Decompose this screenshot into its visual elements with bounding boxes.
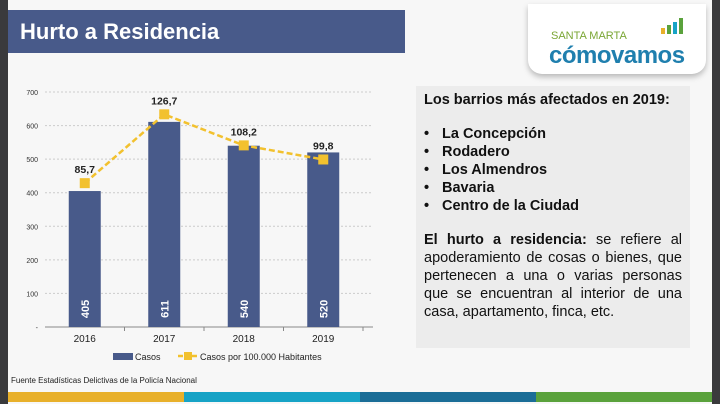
y-tick-label: 400	[26, 191, 38, 198]
line-point	[79, 178, 90, 189]
legend-label: Casos	[135, 352, 161, 362]
definition-text: se refiere al apoderamiento de cosas o b…	[424, 232, 682, 320]
line-value-label: 85,7	[75, 164, 96, 176]
definition: El hurto a residencia: se refiere al apo…	[424, 231, 682, 321]
source-note: Fuente Estadísticas Delictivas de la Pol…	[11, 376, 197, 385]
logo: SANTA MARTA cómovamos	[528, 4, 706, 74]
line-point	[318, 154, 329, 165]
line-value-label: 99,8	[313, 140, 334, 152]
logo-line2: cómovamos	[549, 42, 685, 69]
bars-logo-icon	[661, 18, 683, 34]
legend-line-marker	[184, 352, 192, 360]
page-title: Hurto a Residencia	[8, 10, 405, 53]
bar-value-label: 405	[80, 300, 92, 318]
x-tick-label: 2017	[153, 334, 176, 345]
bar-value-label: 520	[318, 300, 330, 318]
y-tick-label: 200	[26, 258, 38, 265]
y-tick-label: 300	[26, 224, 38, 231]
legend-bar-swatch	[113, 353, 133, 360]
list-item: Los Almendros	[424, 161, 682, 179]
x-tick-label: 2016	[74, 334, 97, 345]
color-strip	[8, 392, 712, 402]
bar	[148, 121, 181, 327]
legend-label: Casos por 100.000 Habitantes	[200, 352, 322, 362]
strip-blue	[360, 392, 536, 402]
barrios-list: La Concepción Rodadero Los Almendros Bav…	[424, 125, 682, 215]
bar-value-label: 611	[159, 300, 171, 318]
y-tick-label: 100	[26, 291, 38, 298]
line-value-label: 126,7	[151, 95, 177, 107]
list-item: Bavaria	[424, 179, 682, 197]
line-point	[159, 109, 170, 120]
bar	[227, 145, 260, 327]
strip-green	[536, 392, 712, 402]
definition-term: El hurto a residencia:	[424, 232, 587, 248]
line-point	[238, 140, 249, 151]
x-tick-label: 2018	[233, 334, 256, 345]
strip-cyan	[184, 392, 360, 402]
info-panel: Los barrios más afectados en 2019: La Co…	[416, 86, 690, 348]
list-item: Rodadero	[424, 143, 682, 161]
bar	[68, 191, 101, 327]
y-tick-label: 500	[26, 157, 38, 164]
x-tick-label: 2019	[312, 334, 335, 345]
barrios-heading: Los barrios más afectados en 2019:	[424, 92, 670, 108]
bar-value-label: 540	[239, 300, 251, 318]
line-series	[83, 112, 324, 185]
slide: Hurto a Residencia SANTA MARTA cómovamos…	[8, 0, 712, 404]
strip-yellow	[8, 392, 184, 402]
logo-line1: SANTA MARTA	[551, 30, 627, 42]
list-item: La Concepción	[424, 125, 682, 143]
y-tick-label: 700	[26, 90, 38, 97]
bar-line-chart: - 100 200 300 400 500 600 700 405 2016 611 2017 540 2…	[26, 90, 373, 362]
bar	[307, 152, 340, 327]
list-item: Centro de la Ciudad	[424, 197, 682, 215]
y-tick-label: -	[36, 325, 39, 332]
y-tick-label: 600	[26, 124, 38, 131]
line-value-label: 108,2	[231, 126, 257, 138]
